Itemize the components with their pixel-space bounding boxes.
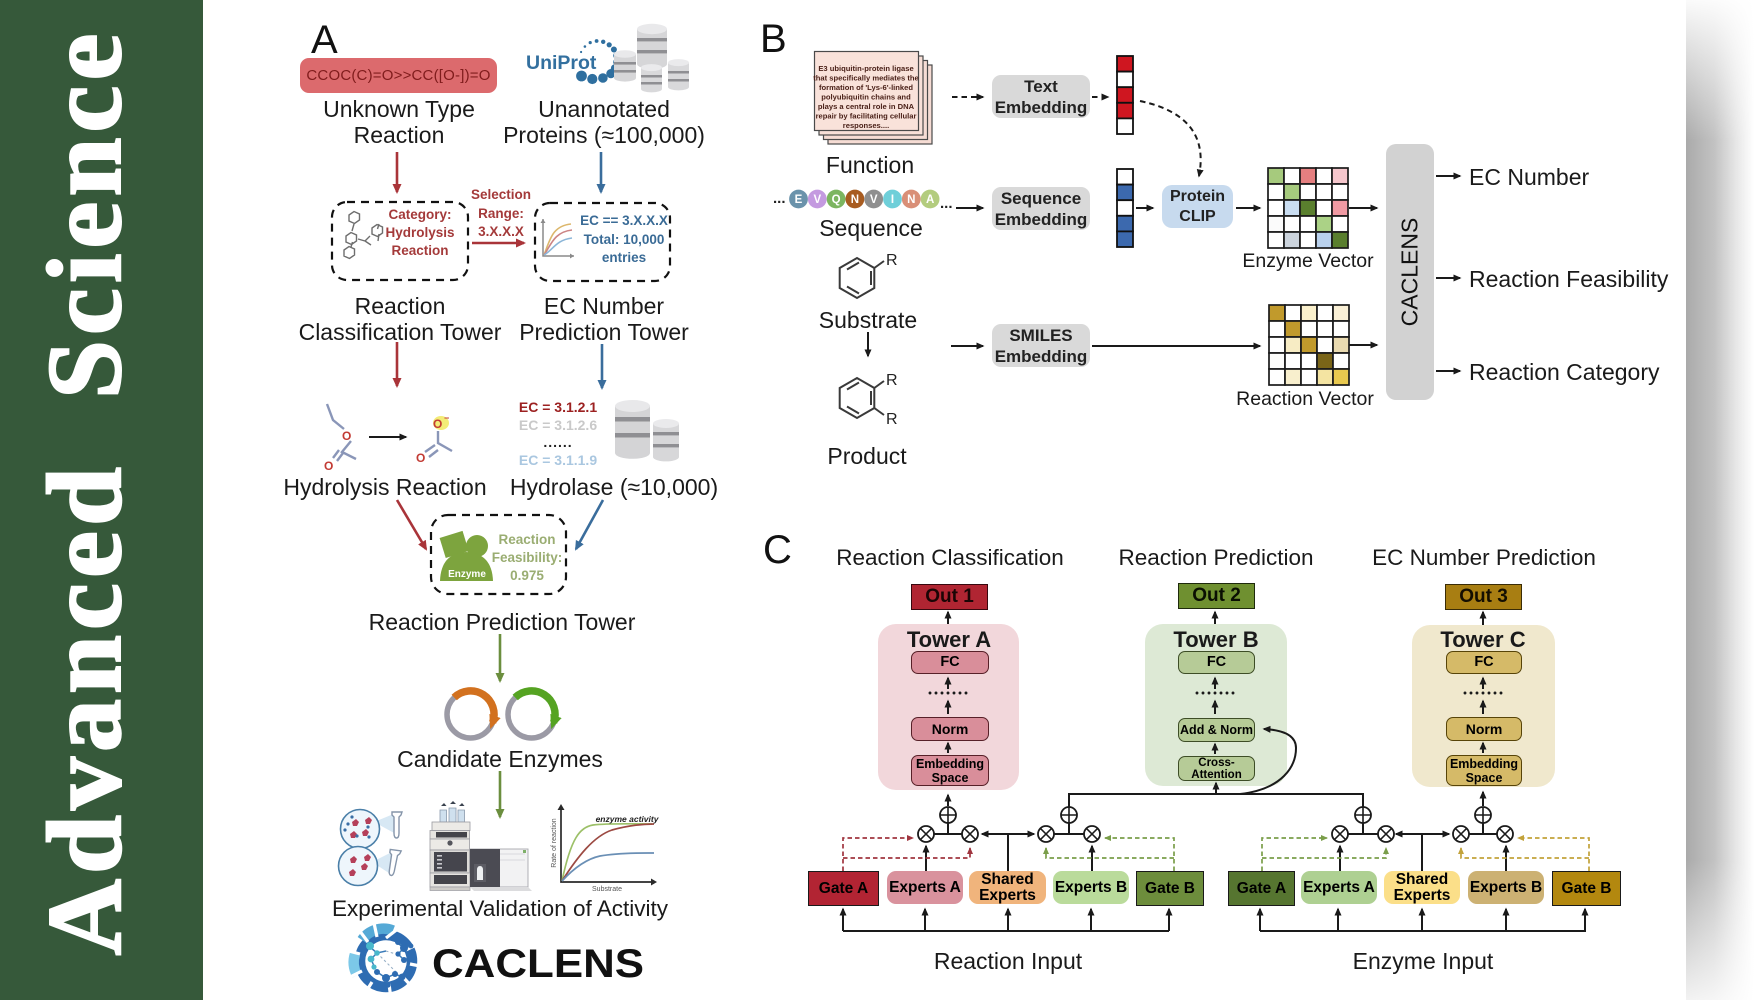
svg-text:I: I — [891, 194, 894, 206]
svg-text:enzyme activity: enzyme activity — [596, 814, 660, 824]
svg-text:N: N — [907, 194, 915, 206]
svg-text:CACLENS: CACLENS — [432, 942, 644, 986]
svg-text:−: − — [444, 413, 449, 423]
svg-text:formation of 'Lys-6'-linked: formation of 'Lys-6'-linked — [819, 83, 913, 92]
svg-text:Substrate: Substrate — [592, 886, 622, 893]
svg-text:O: O — [416, 451, 425, 465]
svg-text:V: V — [870, 194, 878, 206]
svg-text:R: R — [886, 372, 898, 389]
svg-text:UniProt: UniProt — [526, 52, 597, 74]
svg-text:responses....: responses.... — [843, 121, 889, 130]
svg-text:N: N — [851, 194, 859, 206]
svg-text:O: O — [342, 429, 351, 443]
svg-text:...: ... — [940, 195, 953, 212]
svg-text:E3 ubiquitin-protein ligase: E3 ubiquitin-protein ligase — [818, 64, 913, 73]
svg-text:Enzyme: Enzyme — [448, 569, 486, 580]
svg-text:O: O — [433, 417, 442, 431]
svg-text:Q: Q — [832, 194, 841, 206]
svg-text:R: R — [886, 411, 898, 428]
svg-text:V: V — [813, 194, 821, 206]
svg-text:Rate of reaction: Rate of reaction — [551, 818, 558, 868]
svg-text:E: E — [795, 194, 803, 206]
svg-text:R: R — [886, 252, 898, 269]
svg-text:A: A — [926, 194, 934, 206]
svg-text:repair by facilitating cellula: repair by facilitating cellular — [816, 112, 917, 121]
svg-text:...: ... — [773, 190, 786, 207]
svg-text:polyubiquitin chains and: polyubiquitin chains and — [821, 93, 911, 102]
svg-text:plays a central role in DNA: plays a central role in DNA — [818, 102, 915, 111]
svg-text:that specifically mediates the: that specifically mediates the — [813, 74, 919, 83]
svg-text:O: O — [324, 459, 333, 473]
